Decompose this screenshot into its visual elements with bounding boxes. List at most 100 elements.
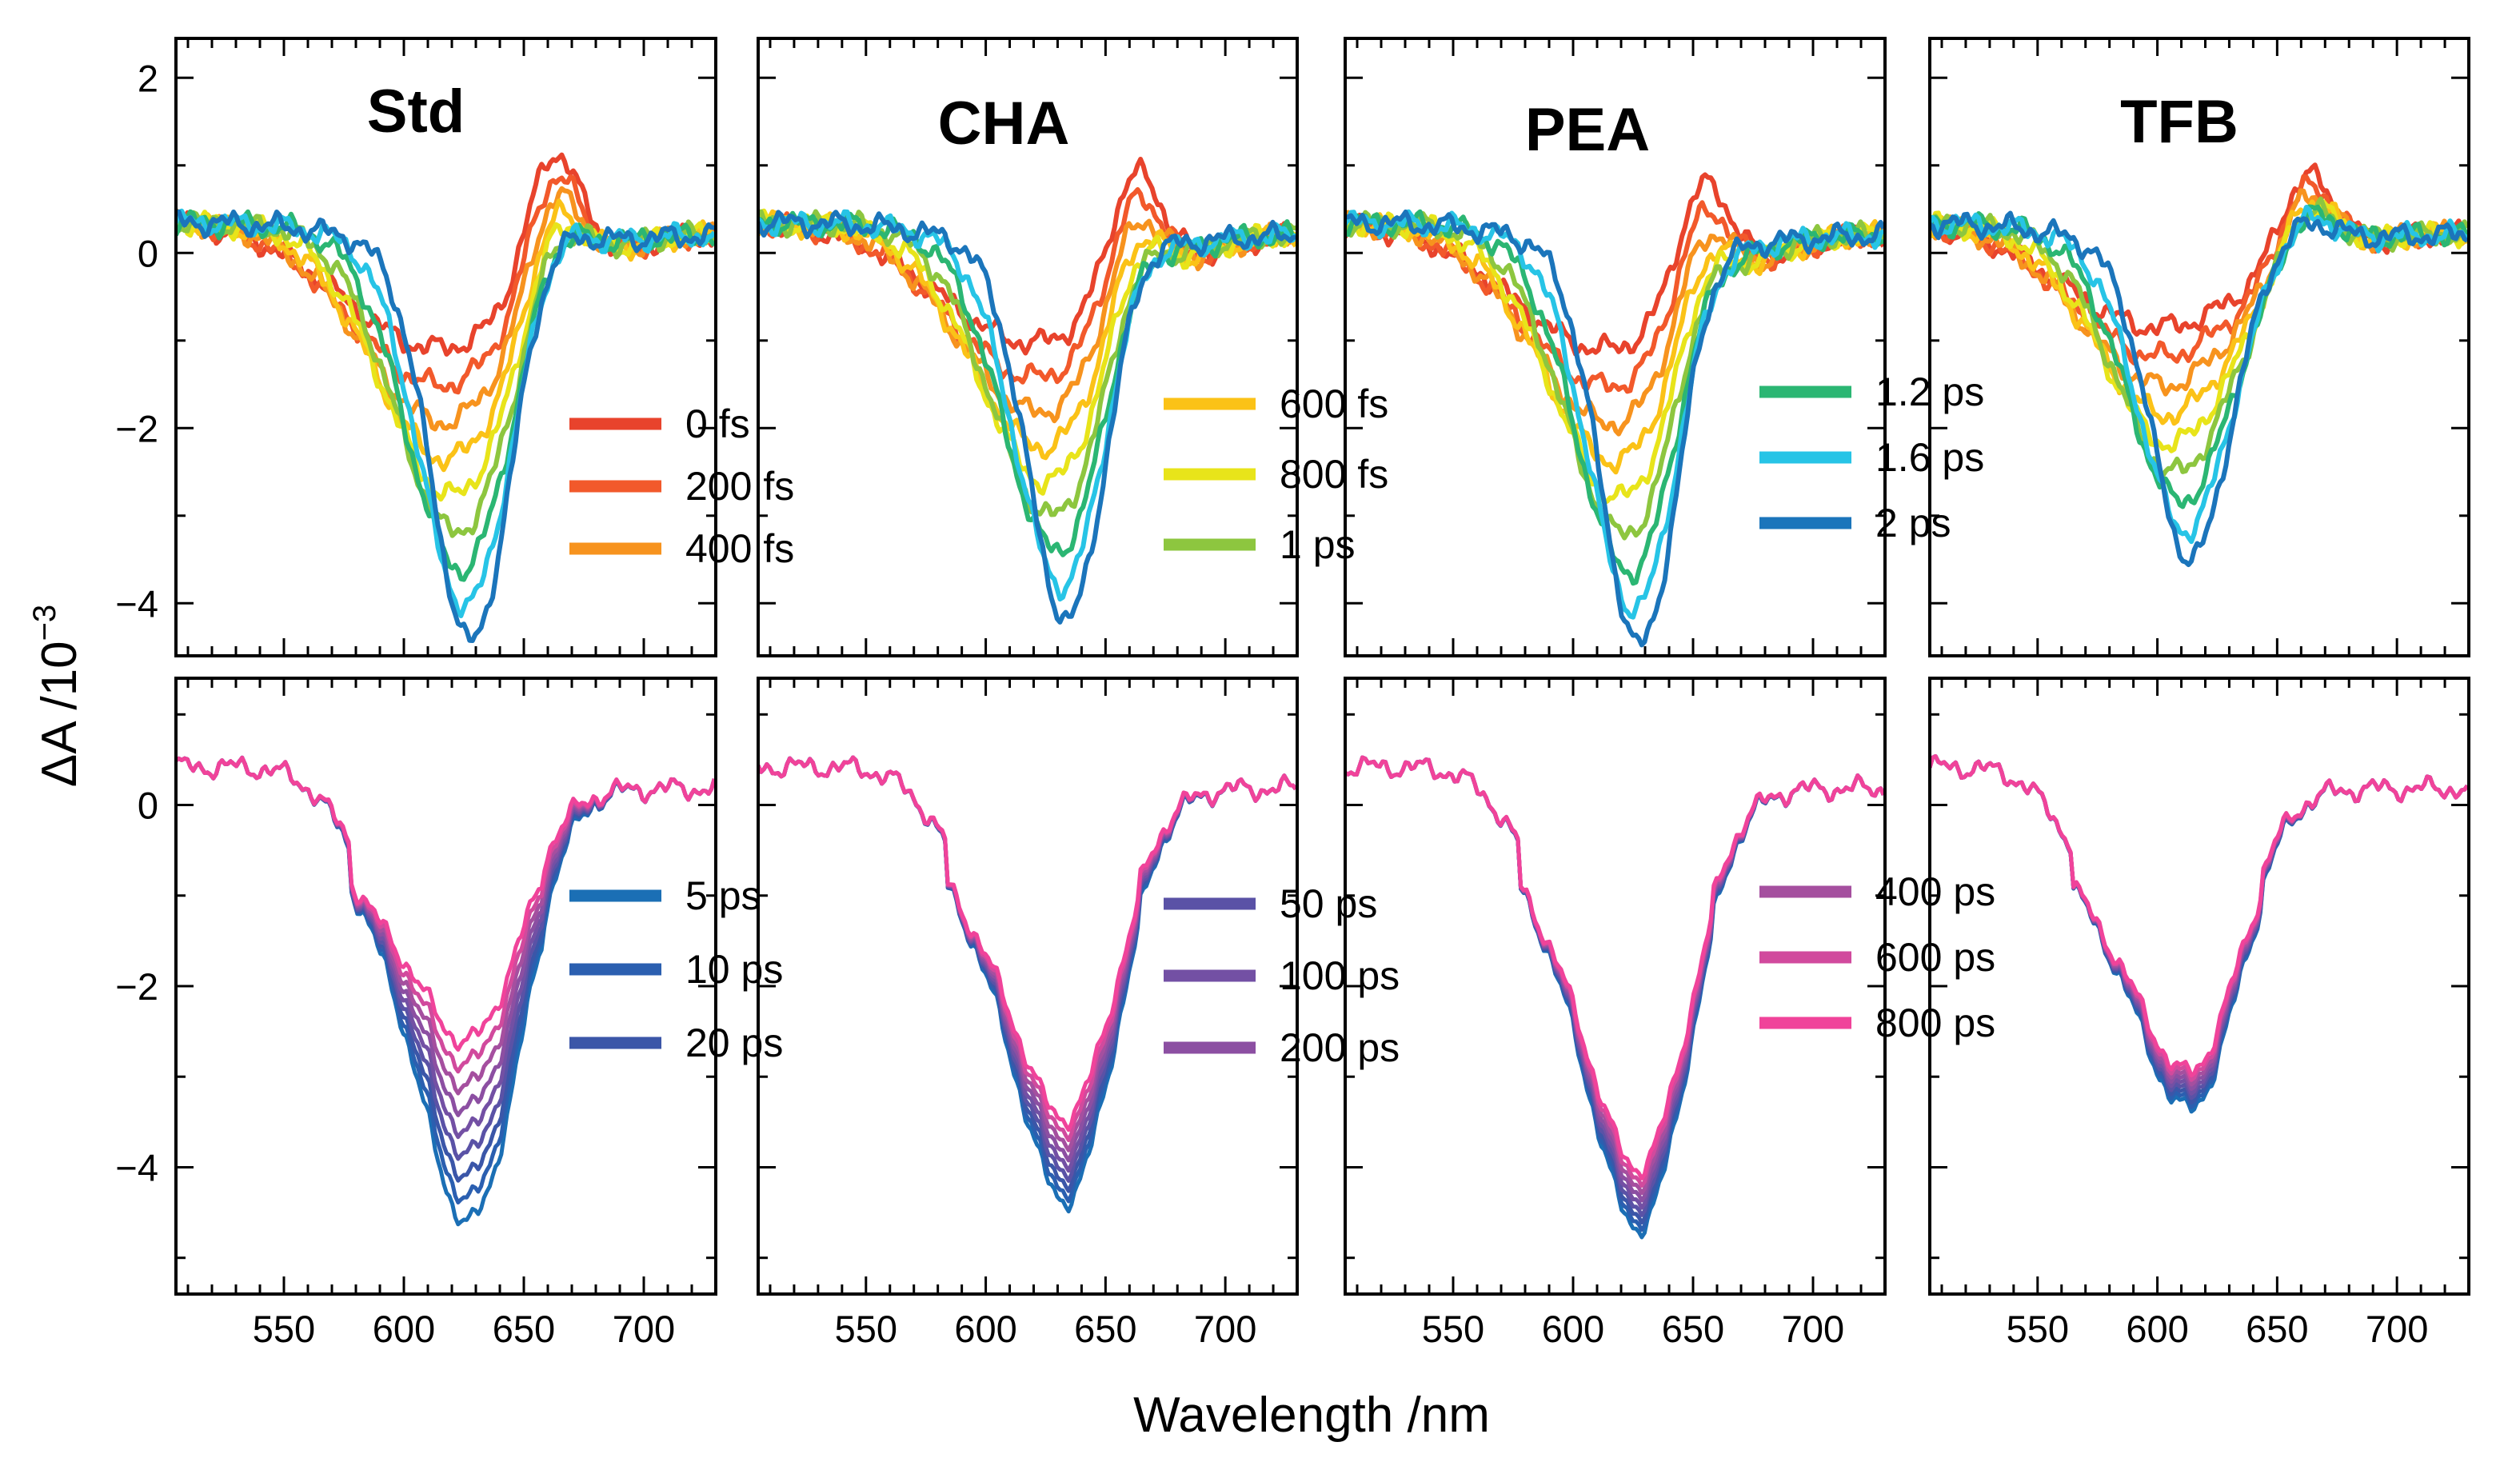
panel-title-cha: CHA — [938, 90, 1070, 158]
series-lines — [1345, 755, 1885, 1240]
legend-item-2-ps: 2 ps — [1759, 501, 1951, 545]
series-line-2-ps — [176, 209, 715, 643]
series-line-100-ps — [1930, 754, 2469, 1096]
x-tick-label: 700 — [613, 1308, 675, 1350]
x-tick-label: 600 — [2126, 1308, 2188, 1350]
panel-pea: 550 600 650 700 PEA — [1344, 37, 1887, 1350]
legend-label: 600 ps — [1875, 935, 1995, 980]
series-line-2-ps — [758, 210, 1296, 625]
legend-label: 50 ps — [1280, 881, 1377, 926]
panel-title-pea: PEA — [1525, 96, 1650, 164]
series-line-800-ps — [176, 755, 716, 1052]
series-line-100-ps — [176, 755, 716, 1140]
x-tick-label: 550 — [1422, 1308, 1484, 1350]
x-tick-label: 700 — [1782, 1308, 1844, 1350]
y-axis-title-exponent: −3 — [27, 605, 62, 641]
series-line-50-ps — [176, 755, 716, 1161]
y-tick-label: −2 — [115, 965, 158, 1008]
plot-frame — [1928, 677, 2470, 1296]
legend-item-200-ps: 200 ps — [1164, 1025, 1400, 1070]
x-tick-label: 700 — [2366, 1308, 2428, 1350]
series-line-200-ps — [1930, 754, 2469, 1092]
legend-item-400-ps: 400 ps — [1759, 869, 1995, 914]
plot-cha-top — [757, 37, 1299, 657]
legend-label: 1.6 ps — [1875, 435, 1984, 480]
plot-std-bottom: 0 −2 −4 550 600 650 700 — [115, 677, 717, 1350]
legend-label: 200 ps — [1280, 1025, 1400, 1070]
legend-label: 800 fs — [1280, 452, 1388, 497]
legend-label: 600 fs — [1280, 381, 1388, 426]
series-lines — [1930, 162, 2469, 568]
legend-label: 5 ps — [685, 873, 761, 918]
x-tick-label: 650 — [1662, 1308, 1724, 1350]
y-axis-title-text: ΔA /10 — [32, 641, 87, 787]
plot-frame — [1344, 37, 1887, 657]
legend-label: 0 fs — [685, 401, 750, 446]
plot-frame — [757, 37, 1299, 657]
plot-cha-bottom: 550 600 650 700 — [757, 677, 1299, 1350]
legend-label: 2 ps — [1875, 501, 1951, 545]
series-lines — [176, 152, 716, 643]
y-tick-label: 2 — [138, 57, 158, 99]
legend-item-600-ps: 600 ps — [1759, 935, 1995, 980]
legend-label: 100 ps — [1280, 953, 1400, 998]
series-line-200-fs — [176, 174, 716, 395]
legend-item-50-ps: 50 ps — [1164, 881, 1377, 926]
legend-label: 10 ps — [685, 947, 783, 992]
legend-item-100-ps: 100 ps — [1164, 953, 1400, 998]
series-line-1.2-ps — [758, 210, 1297, 557]
panel-tfb: 550 600 650 700 TFB — [1928, 37, 2470, 1350]
legend-item-1-ps: 1 ps — [1164, 522, 1356, 567]
series-lines — [758, 157, 1297, 625]
series-line-50-ps — [1930, 754, 2469, 1100]
legend-label: 400 ps — [1875, 869, 1995, 914]
series-line-600-ps — [176, 755, 716, 1074]
plot-tfb-top — [1928, 37, 2470, 657]
series-line-20-ps — [1930, 754, 2469, 1105]
x-tick-label: 550 — [253, 1308, 315, 1350]
legend-item-5-ps: 5 ps — [569, 873, 761, 918]
series-line-5-ps — [758, 755, 1297, 1214]
series-line-2-ps — [1930, 210, 2469, 568]
legend-label: 1 ps — [1280, 522, 1356, 567]
panels-group: 2 0 −2 −4 0 −2 −4 550 600 650 700 Std 550 600 650 700 CH… — [115, 37, 2470, 1350]
plot-std-top: 2 0 −2 −4 — [115, 37, 717, 657]
series-line-10-ps — [1930, 754, 2469, 1109]
panel-std: 2 0 −2 −4 0 −2 −4 550 600 650 700 Std — [115, 37, 717, 1350]
plot-pea-top — [1344, 37, 1887, 657]
series-line-800-fs — [1345, 211, 1885, 505]
series-lines — [758, 755, 1297, 1214]
plot-tfb-bottom: 550 600 650 700 — [1928, 677, 2470, 1350]
series-lines — [1345, 172, 1885, 648]
y-axis-title: ΔA /10−3 — [27, 605, 87, 787]
legend-bottom: 5 ps 10 ps 20 ps 50 ps 100 ps 200 ps 400 ps 600… — [569, 869, 1995, 1070]
plot-frame — [1928, 37, 2470, 657]
series-line-200-fs — [1930, 174, 2469, 366]
series-line-0-fs — [1345, 172, 1885, 357]
y-tick-label: 0 — [138, 785, 158, 827]
legend-label: 400 fs — [685, 526, 794, 571]
series-line-10-ps — [176, 755, 716, 1204]
series-lines — [176, 755, 716, 1227]
legend-item-0-fs: 0 fs — [569, 401, 750, 446]
legend-item-1.6-ps: 1.6 ps — [1759, 435, 1984, 480]
series-line-600-ps — [1930, 754, 2469, 1082]
x-tick-label: 600 — [373, 1308, 435, 1350]
y-tick-label: 0 — [138, 232, 158, 274]
x-tick-label: 550 — [835, 1308, 897, 1350]
plot-frame — [174, 677, 717, 1296]
series-line-800-ps — [1345, 755, 1885, 1180]
y-tick-label: −2 — [115, 407, 158, 449]
legend-item-800-ps: 800 ps — [1759, 1001, 1995, 1045]
x-tick-label: 650 — [2246, 1308, 2308, 1350]
legend-label: 20 ps — [685, 1021, 783, 1065]
legend-item-600-fs: 600 fs — [1164, 381, 1388, 426]
legend-label: 200 fs — [685, 464, 794, 509]
y-tick-label: −4 — [115, 1146, 158, 1188]
panel-title-std: Std — [367, 78, 465, 146]
series-lines — [1930, 754, 2469, 1114]
plot-pea-bottom: 550 600 650 700 — [1344, 677, 1887, 1350]
legend-item-800-fs: 800 fs — [1164, 452, 1388, 497]
y-tick-label: −4 — [115, 582, 158, 625]
legend-item-200-fs: 200 fs — [569, 464, 794, 509]
